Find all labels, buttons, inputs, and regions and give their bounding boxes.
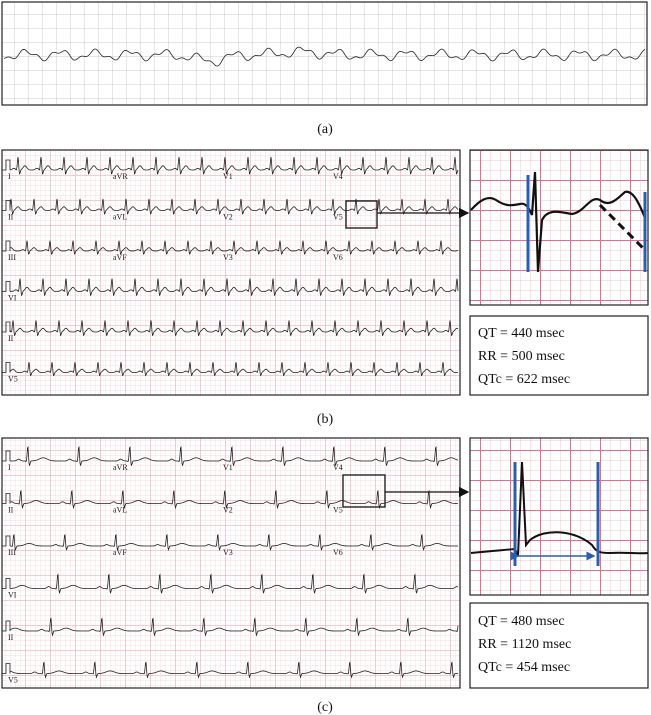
zoom-region [342, 474, 386, 508]
ecg-trace [9, 320, 459, 337]
lead-label: V6 [333, 253, 343, 262]
measurement-box [469, 315, 649, 396]
calibration-pulse [2, 281, 11, 292]
calibration-pulse [2, 240, 11, 252]
lead-label: II [8, 633, 14, 642]
calibration-pulse [2, 578, 11, 589]
calibration-pulse [2, 321, 11, 333]
zoom-box [469, 437, 649, 596]
zoom-trace [470, 461, 649, 557]
lead-label: II [8, 334, 14, 343]
calibration-pulse [2, 362, 11, 373]
lead-label: aVL [113, 506, 127, 515]
ecg-trace [9, 489, 458, 510]
panel-label: (b) [317, 412, 334, 427]
ecg-trace [9, 362, 459, 377]
lead-label: V2 [223, 213, 233, 222]
lead-label: VI [8, 294, 17, 303]
calibration-pulse [2, 663, 11, 674]
rhythm-strip [1, 1, 648, 106]
measurement: RR = 1120 msec [478, 637, 571, 652]
lead-label: V6 [333, 548, 343, 557]
ecg-trace [9, 198, 459, 215]
lead-label: aVR [113, 172, 128, 181]
ecg-12-lead [1, 149, 461, 396]
zoom-trace [470, 171, 647, 273]
lead-label: III [8, 548, 16, 557]
calibration-pulse [2, 620, 11, 632]
zoom-box [469, 149, 649, 306]
tangent-line [598, 203, 647, 252]
panel-label: (c) [317, 700, 333, 715]
lead-label: V3 [223, 253, 233, 262]
lead-label: V1 [223, 172, 233, 181]
measurement-box [469, 602, 649, 689]
lead-label: II [8, 506, 14, 515]
ecg-trace [9, 573, 459, 594]
lead-label: V5 [8, 676, 18, 685]
lead-label: III [8, 253, 16, 262]
ecg-trace [9, 157, 459, 175]
measurement: QTc = 622 msec [478, 372, 570, 387]
zoom-region [345, 200, 378, 229]
ecg-trace [10, 445, 459, 466]
measurement: RR = 500 msec [478, 349, 565, 364]
lead-label: aVF [113, 253, 127, 262]
measurement: QT = 440 msec [478, 326, 565, 341]
lead-label: VI [8, 591, 17, 600]
ecg-trace [9, 278, 459, 297]
lead-label: V5 [8, 375, 18, 384]
calibration-pulse [2, 493, 11, 504]
lead-label: V4 [333, 172, 343, 181]
ecg-trace [9, 661, 459, 679]
calibration-pulse [2, 450, 11, 462]
ecg-12-lead [1, 437, 461, 689]
lead-label: I [8, 463, 11, 472]
lead-label: aVR [113, 463, 128, 472]
ecg-trace [3, 46, 646, 67]
lead-label: V2 [223, 506, 233, 515]
lead-label: V4 [333, 463, 343, 472]
ecg-trace [9, 617, 459, 637]
lead-label: I [8, 172, 11, 181]
lead-label: V1 [223, 463, 233, 472]
calibration-pulse [2, 535, 11, 547]
lead-label: II [8, 213, 14, 222]
measurement: QTc = 454 msec [478, 660, 570, 675]
lead-label: V3 [223, 548, 233, 557]
lead-label: V5 [333, 506, 343, 515]
measurement: QT = 480 msec [478, 614, 565, 629]
ecg-trace [9, 240, 459, 255]
lead-label: aVF [113, 548, 127, 557]
lead-label: V5 [333, 213, 343, 222]
ecg-trace [9, 533, 458, 552]
lead-label: aVL [113, 213, 127, 222]
calibration-pulse [2, 159, 11, 171]
panel-label: (a) [317, 122, 333, 137]
